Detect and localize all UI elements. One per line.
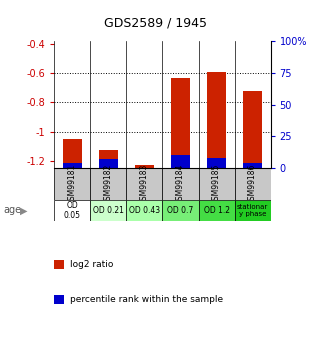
Bar <box>63 163 82 168</box>
Bar <box>91 168 127 200</box>
Bar <box>91 200 127 221</box>
Text: GSM99182: GSM99182 <box>104 164 113 205</box>
Bar <box>171 155 190 168</box>
Text: age: age <box>3 206 21 215</box>
Bar <box>171 78 190 168</box>
Text: percentile rank within the sample: percentile rank within the sample <box>70 295 223 304</box>
Bar <box>135 165 154 168</box>
Bar <box>54 168 91 200</box>
Bar <box>234 200 271 221</box>
Bar <box>243 163 262 168</box>
Bar <box>234 168 271 200</box>
Bar <box>99 159 118 168</box>
Bar <box>207 158 226 168</box>
Bar <box>198 168 234 200</box>
Text: GSM99186: GSM99186 <box>248 163 257 205</box>
Bar <box>162 200 198 221</box>
Text: stationar
y phase: stationar y phase <box>237 204 268 217</box>
Text: GSM99185: GSM99185 <box>212 163 221 205</box>
Text: ▶: ▶ <box>20 206 27 215</box>
Bar <box>99 150 118 168</box>
Text: GSM99181: GSM99181 <box>68 164 77 205</box>
Text: GSM99184: GSM99184 <box>176 163 185 205</box>
Text: GSM99183: GSM99183 <box>140 163 149 205</box>
Text: GDS2589 / 1945: GDS2589 / 1945 <box>104 16 207 29</box>
Text: OD 0.21: OD 0.21 <box>93 206 124 215</box>
Text: OD
0.05: OD 0.05 <box>64 201 81 220</box>
Bar <box>54 200 91 221</box>
Bar <box>243 91 262 168</box>
Bar <box>127 168 162 200</box>
Bar <box>207 72 226 168</box>
Text: OD 0.7: OD 0.7 <box>167 206 194 215</box>
Bar <box>162 168 198 200</box>
Text: OD 1.2: OD 1.2 <box>203 206 230 215</box>
Bar <box>127 200 162 221</box>
Text: log2 ratio: log2 ratio <box>70 260 113 269</box>
Bar <box>198 200 234 221</box>
Bar <box>63 139 82 168</box>
Text: OD 0.43: OD 0.43 <box>129 206 160 215</box>
